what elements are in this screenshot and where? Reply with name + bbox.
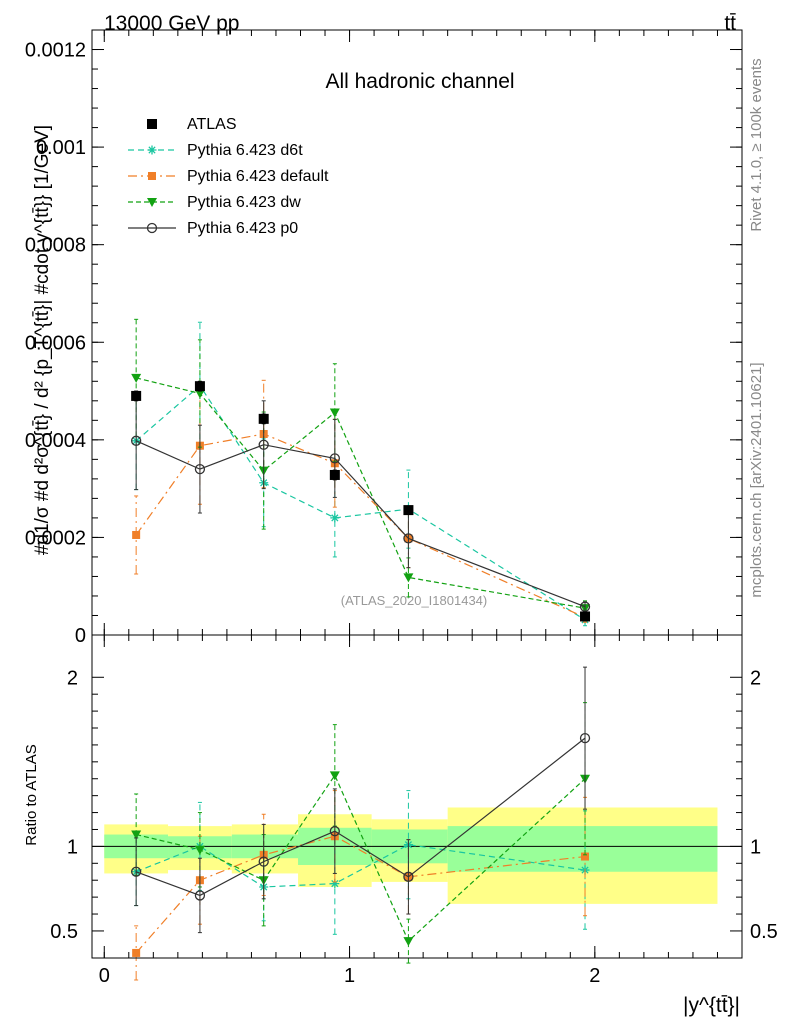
legend-marker-dw <box>147 198 157 207</box>
main-point-p0-4 <box>403 533 414 544</box>
legend-label-d6t: Pythia 6.423 d6t <box>187 142 303 159</box>
y-axis-label: #d1/σ #d d²σ^{tt̄} / d² {p_T^{tt̄}| #cdo… <box>32 125 53 555</box>
main-point-atlas-2 <box>258 413 269 424</box>
ratio-plot-frame <box>91 634 743 959</box>
ratio-plot-panel: Ratio to ATLAS |y^{tt̄}| <box>23 666 742 1017</box>
ratio-band-inner-5 <box>447 826 718 872</box>
ratio-point-d6t-3 <box>330 879 340 889</box>
legend-marker-atlas <box>147 119 157 129</box>
main-point-atlas-3 <box>329 469 340 480</box>
legend-marker-default <box>148 172 156 180</box>
main-point-p0-2 <box>258 439 269 450</box>
rivet-label: Rivet 4.1.0, ≥ 100k events <box>748 58 765 231</box>
ratio-point-dw-0 <box>131 830 142 840</box>
main-ytick-label-6: 0.0012 <box>25 40 86 62</box>
legend-label-dw: Pythia 6.423 dw <box>187 194 301 211</box>
ratio-point-dw-3 <box>329 771 340 781</box>
ratio-point-p0-4 <box>403 871 414 882</box>
ratio-ytick-label-2: 2 <box>67 667 78 689</box>
ratio-ytick-label-right-2: 2 <box>750 667 761 689</box>
header-right: tt̄ <box>724 12 736 35</box>
main-point-atlas-5 <box>580 611 591 622</box>
ratio-xtick-label-2: 2 <box>589 965 600 987</box>
main-point-atlas-4 <box>403 505 414 516</box>
ratio-line-p0 <box>135 737 586 897</box>
main-point-dw-0 <box>131 373 142 383</box>
main-ytick-label-1: 0.0002 <box>25 527 86 549</box>
main-point-dw-4 <box>403 573 414 583</box>
legend-label-default: Pythia 6.423 default <box>187 168 329 185</box>
ratio-xtick-label-0: 0 <box>99 965 110 987</box>
ratio-point-default-5 <box>581 852 590 861</box>
ratio-line-default <box>135 835 586 954</box>
ratio-point-default-0 <box>132 948 141 957</box>
main-line-default <box>135 433 586 618</box>
main-point-d6t-3 <box>330 513 340 523</box>
main-point-p0-5 <box>579 601 591 612</box>
main-ytick-label-2: 0.0004 <box>25 430 86 452</box>
plot-title: All hadronic channel <box>325 70 514 93</box>
ratio-ytick-label-1: 1 <box>67 836 78 858</box>
main-point-dw-1 <box>194 389 205 399</box>
legend-label-atlas: ATLAS <box>187 116 237 133</box>
ratio-line-dw <box>136 774 586 943</box>
ratio-point-p0-0 <box>131 866 142 877</box>
main-plot-panel: All hadronic channel (ATLAS_2020_I180143… <box>32 70 591 627</box>
ratio-point-p0-2 <box>258 856 269 867</box>
ratio-point-dw-4 <box>403 937 414 947</box>
main-line-p0 <box>135 440 586 608</box>
main-ytick-label-4: 0.0008 <box>25 235 86 257</box>
ratio-point-p0-1 <box>194 890 206 901</box>
main-point-atlas-0 <box>131 390 142 401</box>
analysis-watermark: (ATLAS_2020_I1801434) <box>341 593 487 608</box>
main-ytick-label-5: 0.001 <box>36 137 86 159</box>
mcplots-label: mcplots.cern.ch [arXiv:2401.10621] <box>748 362 765 597</box>
main-point-p0-0 <box>131 435 142 446</box>
ratio-point-dw-1 <box>194 845 205 855</box>
main-point-default-0 <box>132 530 141 539</box>
ratio-ytick-label-right-0: 0.5 <box>750 921 778 943</box>
legend-marker-p0 <box>146 222 158 234</box>
main-ytick-label-3: 0.0006 <box>25 332 86 354</box>
header-left: 13000 GeV pp <box>104 12 239 35</box>
legend-label-p0: Pythia 6.423 p0 <box>187 220 298 237</box>
main-point-dw-3 <box>329 408 340 418</box>
ratio-ytick-label-0: 0.5 <box>50 921 78 943</box>
legend-marker-d6t <box>147 145 157 155</box>
main-point-p0-3 <box>329 453 340 464</box>
ratio-ytick-label-right-1: 1 <box>750 836 761 858</box>
main-line-d6t <box>135 384 586 621</box>
ratio-axis-label: Ratio to ATLAS <box>23 744 40 845</box>
main-line-dw <box>136 377 586 609</box>
ratio-xtick-label-1: 1 <box>344 965 355 987</box>
main-point-atlas-1 <box>194 381 205 392</box>
ratio-point-p0-3 <box>329 826 340 837</box>
ratio-point-p0-5 <box>579 733 591 744</box>
legend: ATLAS Pythia 6.423 d6t Pythia 6.423 defaul… <box>128 116 329 237</box>
main-ytick-label-0: 0 <box>75 625 86 647</box>
main-point-p0-1 <box>194 463 206 475</box>
x-axis-label: |y^{tt̄}| <box>683 994 740 1017</box>
